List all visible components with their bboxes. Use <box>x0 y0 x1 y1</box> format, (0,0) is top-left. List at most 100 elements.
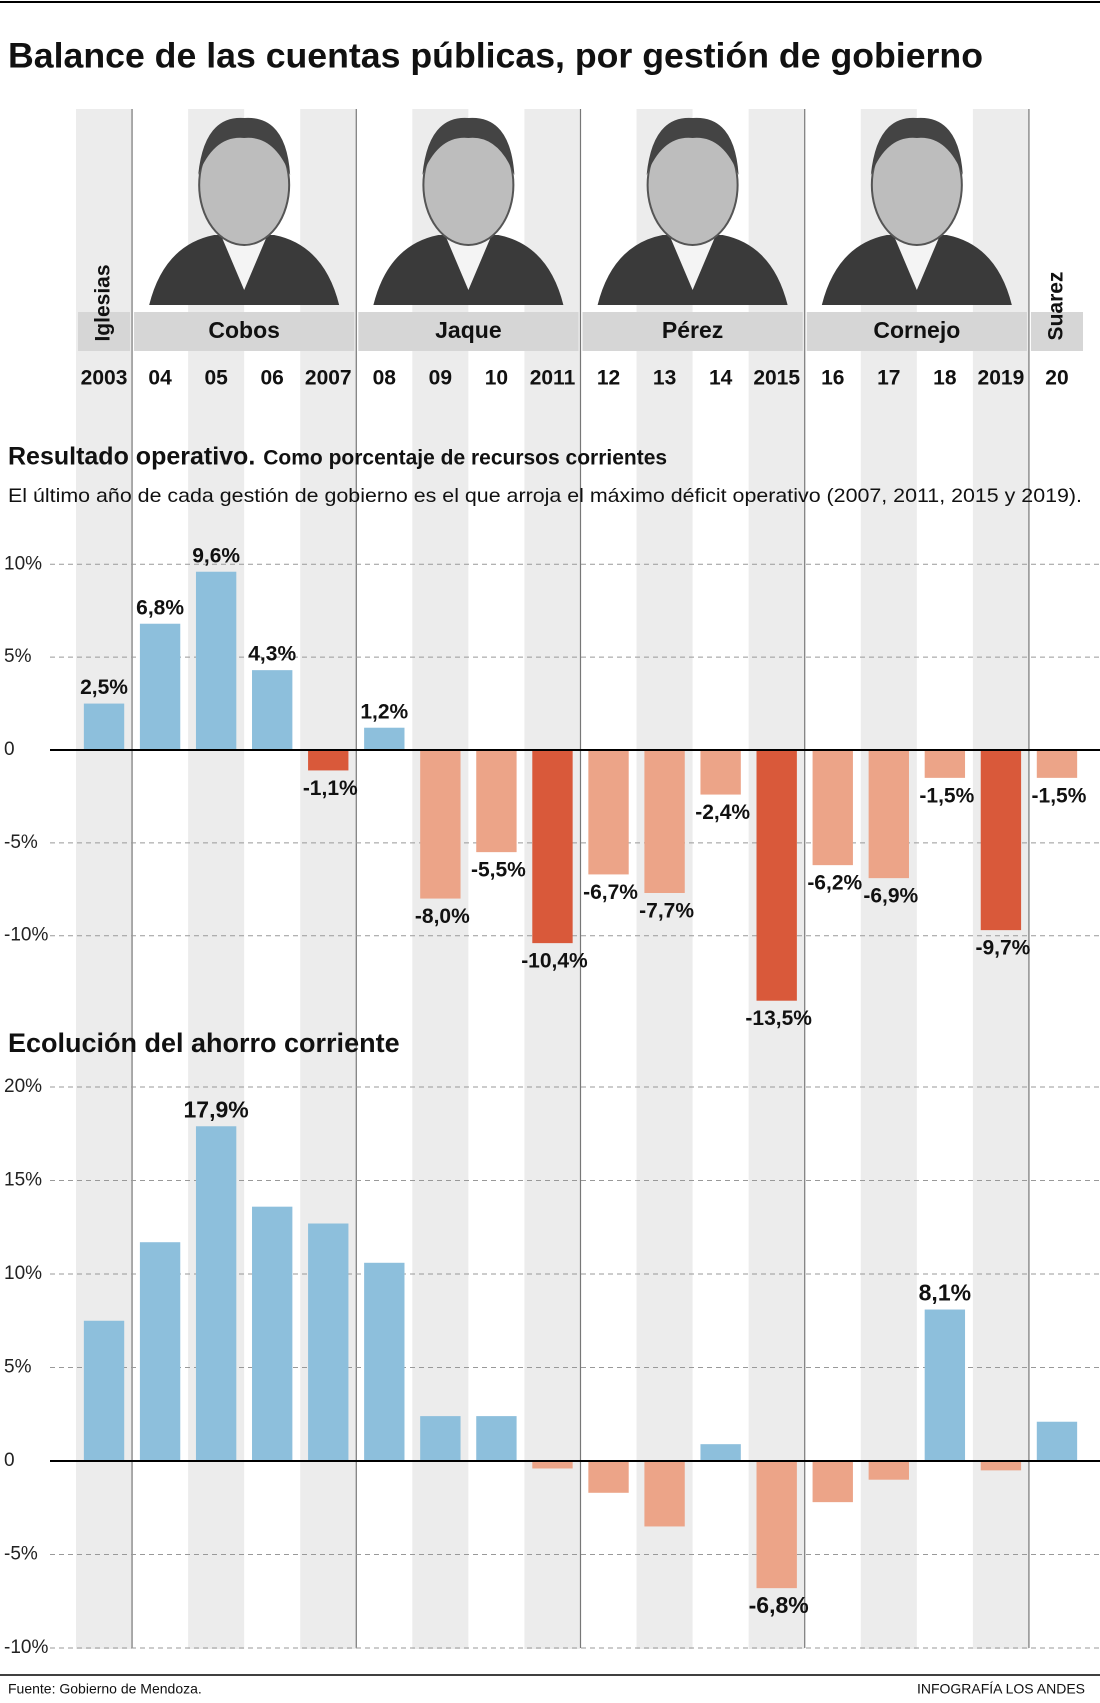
portrait <box>597 117 788 305</box>
value-label: -9,7% <box>975 937 1030 960</box>
portrait-hair <box>422 117 515 175</box>
y-tick-label: -5% <box>4 1544 38 1565</box>
value-label: 1,2% <box>360 700 408 723</box>
bar <box>1036 750 1078 778</box>
bar <box>868 750 909 879</box>
bar <box>364 1262 405 1461</box>
bar <box>756 750 797 1001</box>
portrait-collar <box>670 238 715 290</box>
value-label: -13,5% <box>745 1007 812 1030</box>
year-label: 2003 <box>81 367 128 390</box>
value-label: -8,0% <box>415 905 470 928</box>
governor-name: Iglesias <box>92 264 115 341</box>
value-label: -7,7% <box>639 900 694 923</box>
value-label: -2,4% <box>695 801 750 824</box>
year-label: 17 <box>877 367 900 390</box>
year-label: 18 <box>933 367 957 390</box>
value-label: 8,1% <box>919 1280 971 1306</box>
year-label: 20 <box>1045 367 1068 390</box>
governor-name: Pérez <box>662 317 723 343</box>
portrait-collar <box>222 238 267 290</box>
y-tick-label: 15% <box>4 1170 42 1191</box>
y-tick-label: 20% <box>4 1076 42 1097</box>
year-label: 2019 <box>978 367 1025 390</box>
value-label: 2,5% <box>80 676 128 699</box>
governor-name: Cornejo <box>873 317 960 343</box>
y-tick-label: 0 <box>4 739 15 760</box>
value-label: -10,4% <box>521 950 588 973</box>
y-tick-label: 5% <box>4 646 32 667</box>
bar <box>812 1461 853 1503</box>
portrait <box>821 117 1012 305</box>
bar <box>924 750 966 778</box>
portrait-collar <box>446 238 491 290</box>
governor-band <box>358 312 579 351</box>
year-label: 08 <box>373 367 397 390</box>
chart-subtitle: Como porcentaje de recursos corrientes <box>263 447 667 470</box>
bar <box>1036 1421 1078 1461</box>
year-label: 16 <box>821 367 844 390</box>
value-label: 17,9% <box>184 1096 249 1122</box>
bar <box>980 1461 1022 1471</box>
bar <box>308 750 349 771</box>
portrait-hair <box>198 117 291 175</box>
bar <box>532 1461 573 1469</box>
year-label: 2007 <box>305 367 352 390</box>
year-label: 10 <box>485 367 508 390</box>
title: Balance de las cuentas públicas, por ges… <box>8 36 983 75</box>
chart-title: Resultado operativo. <box>8 443 255 471</box>
column-stripe <box>860 109 917 1649</box>
bar <box>195 571 237 751</box>
portrait <box>149 117 340 305</box>
y-tick-label: -10% <box>4 1637 48 1658</box>
governor-name: Suarez <box>1045 272 1068 341</box>
bar <box>868 1461 909 1480</box>
bar <box>812 750 853 866</box>
credit: INFOGRAFÍA LOS ANDES <box>917 1681 1085 1697</box>
governor-band <box>134 312 355 351</box>
bar <box>476 1416 517 1461</box>
governor-name: Jaque <box>435 317 501 343</box>
portrait-hair <box>646 117 739 175</box>
chart-title: Ecolución del ahorro corriente <box>8 1028 400 1058</box>
year-label: 2015 <box>753 367 800 390</box>
bar <box>644 750 685 893</box>
bar <box>420 750 461 899</box>
bar <box>756 1461 797 1589</box>
bar <box>252 1206 293 1461</box>
value-label: -1,5% <box>1032 784 1087 807</box>
chart-note: El último año de cada gestión de gobiern… <box>8 485 1082 507</box>
governor-band <box>1030 312 1083 351</box>
bar <box>588 750 629 875</box>
bar <box>588 1461 629 1493</box>
value-label: 9,6% <box>192 544 240 567</box>
portrait-collar <box>894 238 939 290</box>
y-tick-label: 0 <box>4 1450 15 1471</box>
value-label: -1,1% <box>303 777 358 800</box>
governor-band <box>806 312 1027 351</box>
bar <box>700 1444 741 1461</box>
value-label: 6,8% <box>136 596 184 619</box>
portrait-hair <box>870 117 963 175</box>
bar <box>924 1309 966 1461</box>
bar <box>532 750 573 944</box>
bar <box>644 1461 685 1527</box>
bar <box>139 1242 181 1461</box>
bar <box>308 1223 349 1461</box>
source: Fuente: Gobierno de Mendoza. <box>8 1681 202 1697</box>
governor-band <box>78 312 131 351</box>
value-label: 4,3% <box>248 643 296 666</box>
y-tick-label: 5% <box>4 1357 32 1378</box>
bar <box>476 750 517 853</box>
y-tick-label: -5% <box>4 832 38 853</box>
year-label: 05 <box>204 367 228 390</box>
bar <box>252 670 293 751</box>
year-label: 2011 <box>530 367 576 390</box>
value-label: -6,2% <box>807 872 862 895</box>
bar <box>83 1320 125 1461</box>
bar <box>420 1416 461 1461</box>
bar <box>139 623 181 751</box>
y-tick-label: -10% <box>4 925 48 946</box>
value-label: -1,5% <box>919 784 974 807</box>
